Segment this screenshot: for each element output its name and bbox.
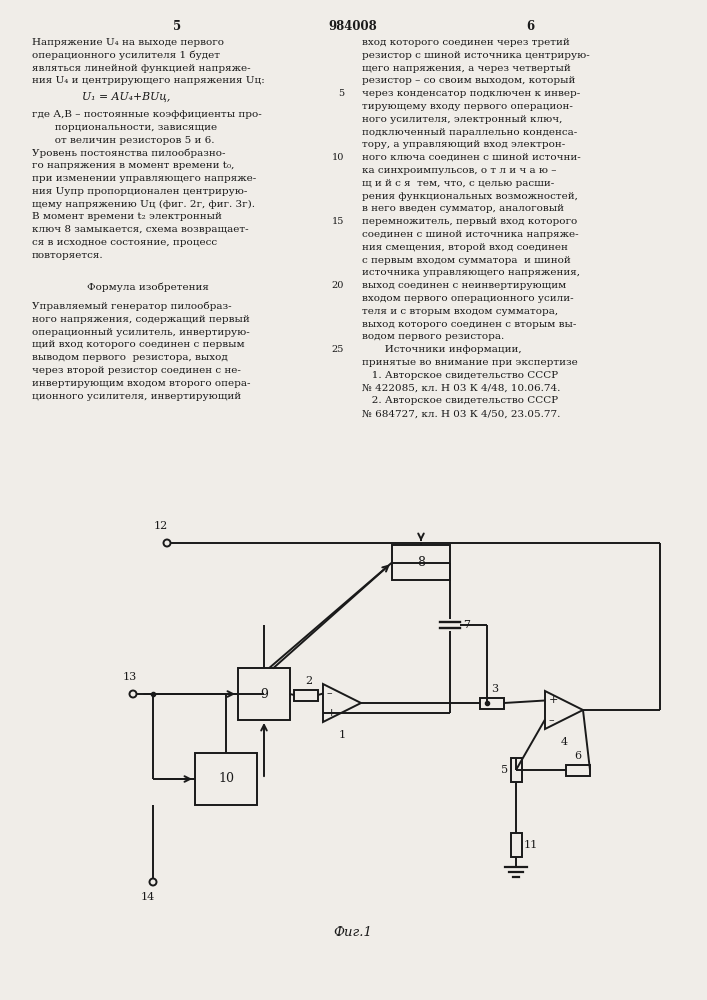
- Text: ционного усилителя, инвертирующий: ционного усилителя, инвертирующий: [32, 392, 241, 401]
- Text: ся в исходное состояние, процесс: ся в исходное состояние, процесс: [32, 238, 217, 247]
- Text: 9: 9: [260, 688, 268, 700]
- Text: операционный усилитель, инвертирую-: операционный усилитель, инвертирую-: [32, 328, 250, 337]
- Text: щему напряжению Uц (фиг. 2г, фиг. 3г).: щему напряжению Uц (фиг. 2г, фиг. 3г).: [32, 200, 255, 209]
- Text: 10: 10: [332, 153, 344, 162]
- Text: ния смещения, второй вход соединен: ния смещения, второй вход соединен: [362, 243, 568, 252]
- Text: –: –: [327, 688, 332, 698]
- Text: щего напряжения, а через четвертый: щего напряжения, а через четвертый: [362, 64, 571, 73]
- Text: 5: 5: [501, 765, 508, 775]
- Text: 6: 6: [574, 751, 582, 761]
- Text: ного ключа соединен с шиной источни-: ного ключа соединен с шиной источни-: [362, 153, 580, 162]
- Text: го напряжения в момент времени t₀,: го напряжения в момент времени t₀,: [32, 161, 235, 170]
- Text: 1. Авторское свидетельство СССР: 1. Авторское свидетельство СССР: [362, 371, 558, 380]
- Text: –: –: [549, 715, 554, 725]
- Text: порциональности, зависящие: порциональности, зависящие: [32, 123, 217, 132]
- Text: принятые во внимание при экспертизе: принятые во внимание при экспертизе: [362, 358, 578, 367]
- Text: выход которого соединен с вторым вы-: выход которого соединен с вторым вы-: [362, 320, 576, 329]
- Text: ния Uупр пропорционален центрирую-: ния Uупр пропорционален центрирую-: [32, 187, 247, 196]
- Text: Управляемый генератор пилообраз-: Управляемый генератор пилообраз-: [32, 302, 232, 311]
- Text: соединен с шиной источника напряже-: соединен с шиной источника напряже-: [362, 230, 578, 239]
- Text: +: +: [327, 708, 337, 718]
- Text: щ и й с я  тем, что, с целью расши-: щ и й с я тем, что, с целью расши-: [362, 179, 554, 188]
- Text: 15: 15: [332, 217, 344, 226]
- Text: 25: 25: [332, 345, 344, 354]
- Text: при изменении управляющего напряже-: при изменении управляющего напряже-: [32, 174, 256, 183]
- Text: рения функциональных возможностей,: рения функциональных возможностей,: [362, 192, 578, 201]
- Text: 984008: 984008: [329, 20, 378, 33]
- Text: через второй резистор соединен с не-: через второй резистор соединен с не-: [32, 366, 241, 375]
- Text: ключ 8 замыкается, схема возвращает-: ключ 8 замыкается, схема возвращает-: [32, 225, 249, 234]
- Text: в него введен сумматор, аналоговый: в него введен сумматор, аналоговый: [362, 204, 564, 213]
- Text: 3: 3: [491, 684, 498, 694]
- Text: 1: 1: [339, 730, 346, 740]
- Bar: [480, 698, 504, 708]
- Text: Напряжение U₄ на выходе первого: Напряжение U₄ на выходе первого: [32, 38, 224, 47]
- Text: 12: 12: [154, 521, 168, 531]
- Text: ка синхроимпульсов, о т л и ч а ю –: ка синхроимпульсов, о т л и ч а ю –: [362, 166, 556, 175]
- Text: 2. Авторское свидетельство СССР: 2. Авторское свидетельство СССР: [362, 396, 558, 405]
- Text: тирующему входу первого операцион-: тирующему входу первого операцион-: [362, 102, 573, 111]
- Text: 13: 13: [123, 672, 137, 682]
- Text: источника управляющего напряжения,: источника управляющего напряжения,: [362, 268, 580, 277]
- Text: подключенный параллельно конденса-: подключенный параллельно конденса-: [362, 128, 577, 137]
- Text: вход которого соединен через третий: вход которого соединен через третий: [362, 38, 570, 47]
- Text: 5: 5: [338, 89, 344, 98]
- Text: +: +: [549, 695, 559, 705]
- Text: Формула изобретения: Формула изобретения: [87, 283, 209, 292]
- Text: 6: 6: [526, 20, 534, 33]
- Bar: [392, 545, 450, 580]
- Text: операционного усилителя 1 будет: операционного усилителя 1 будет: [32, 51, 220, 60]
- Text: Фиг.1: Фиг.1: [334, 926, 373, 938]
- Text: водом первого резистора.: водом первого резистора.: [362, 332, 504, 341]
- Text: являться линейной функцией напряже-: являться линейной функцией напряже-: [32, 64, 250, 73]
- Text: 7: 7: [463, 620, 470, 630]
- Text: резистор с шиной источника центрирую-: резистор с шиной источника центрирую-: [362, 51, 590, 60]
- Text: тору, а управляющий вход электрон-: тору, а управляющий вход электрон-: [362, 140, 566, 149]
- Text: теля и с вторым входом сумматора,: теля и с вторым входом сумматора,: [362, 307, 558, 316]
- Bar: [566, 764, 590, 776]
- Bar: [510, 833, 522, 857]
- Text: 20: 20: [332, 281, 344, 290]
- Bar: [195, 753, 257, 805]
- Text: 2: 2: [305, 676, 312, 686]
- Bar: [294, 690, 318, 700]
- Text: 5: 5: [173, 20, 181, 33]
- Text: входом первого операционного усили-: входом первого операционного усили-: [362, 294, 573, 303]
- Text: инвертирующим входом второго опера-: инвертирующим входом второго опера-: [32, 379, 250, 388]
- Text: ного напряжения, содержащий первый: ного напряжения, содержащий первый: [32, 315, 250, 324]
- Text: выход соединен с неинвертирующим: выход соединен с неинвертирующим: [362, 281, 566, 290]
- Text: Уровень постоянства пилообразно-: Уровень постоянства пилообразно-: [32, 148, 226, 158]
- Text: перемножитель, первый вход которого: перемножитель, первый вход которого: [362, 217, 577, 226]
- Text: повторяется.: повторяется.: [32, 251, 104, 260]
- Text: № 684727, кл. Н 03 К 4/50, 23.05.77.: № 684727, кл. Н 03 К 4/50, 23.05.77.: [362, 409, 561, 418]
- Text: ния U₄ и центрирующего напряжения Uц:: ния U₄ и центрирующего напряжения Uц:: [32, 76, 264, 85]
- Text: выводом первого  резистора, выход: выводом первого резистора, выход: [32, 353, 228, 362]
- Text: через конденсатор подключен к инвер-: через конденсатор подключен к инвер-: [362, 89, 580, 98]
- Text: где А,В – постоянные коэффициенты про-: где А,В – постоянные коэффициенты про-: [32, 110, 262, 119]
- Text: с первым входом сумматора  и шиной: с первым входом сумматора и шиной: [362, 256, 571, 265]
- Text: ного усилителя, электронный ключ,: ного усилителя, электронный ключ,: [362, 115, 562, 124]
- Text: 11: 11: [524, 840, 538, 850]
- Bar: [510, 758, 522, 782]
- Text: № 422085, кл. Н 03 К 4/48, 10.06.74.: № 422085, кл. Н 03 К 4/48, 10.06.74.: [362, 384, 561, 393]
- Text: 8: 8: [417, 556, 425, 569]
- Text: от величин резисторов 5 и 6.: от величин резисторов 5 и 6.: [32, 136, 214, 145]
- Text: В момент времени t₂ электронный: В момент времени t₂ электронный: [32, 212, 222, 221]
- Text: U₁ = AU₄+BUц,: U₁ = AU₄+BUц,: [82, 92, 170, 102]
- Text: щий вход которого соединен с первым: щий вход которого соединен с первым: [32, 340, 245, 349]
- Text: Источники информации,: Источники информации,: [362, 345, 522, 354]
- Bar: [238, 668, 290, 720]
- Text: 10: 10: [218, 772, 234, 786]
- Text: 14: 14: [141, 892, 155, 902]
- Text: 4: 4: [561, 737, 568, 747]
- Text: резистор – со своим выходом, который: резистор – со своим выходом, который: [362, 76, 575, 85]
